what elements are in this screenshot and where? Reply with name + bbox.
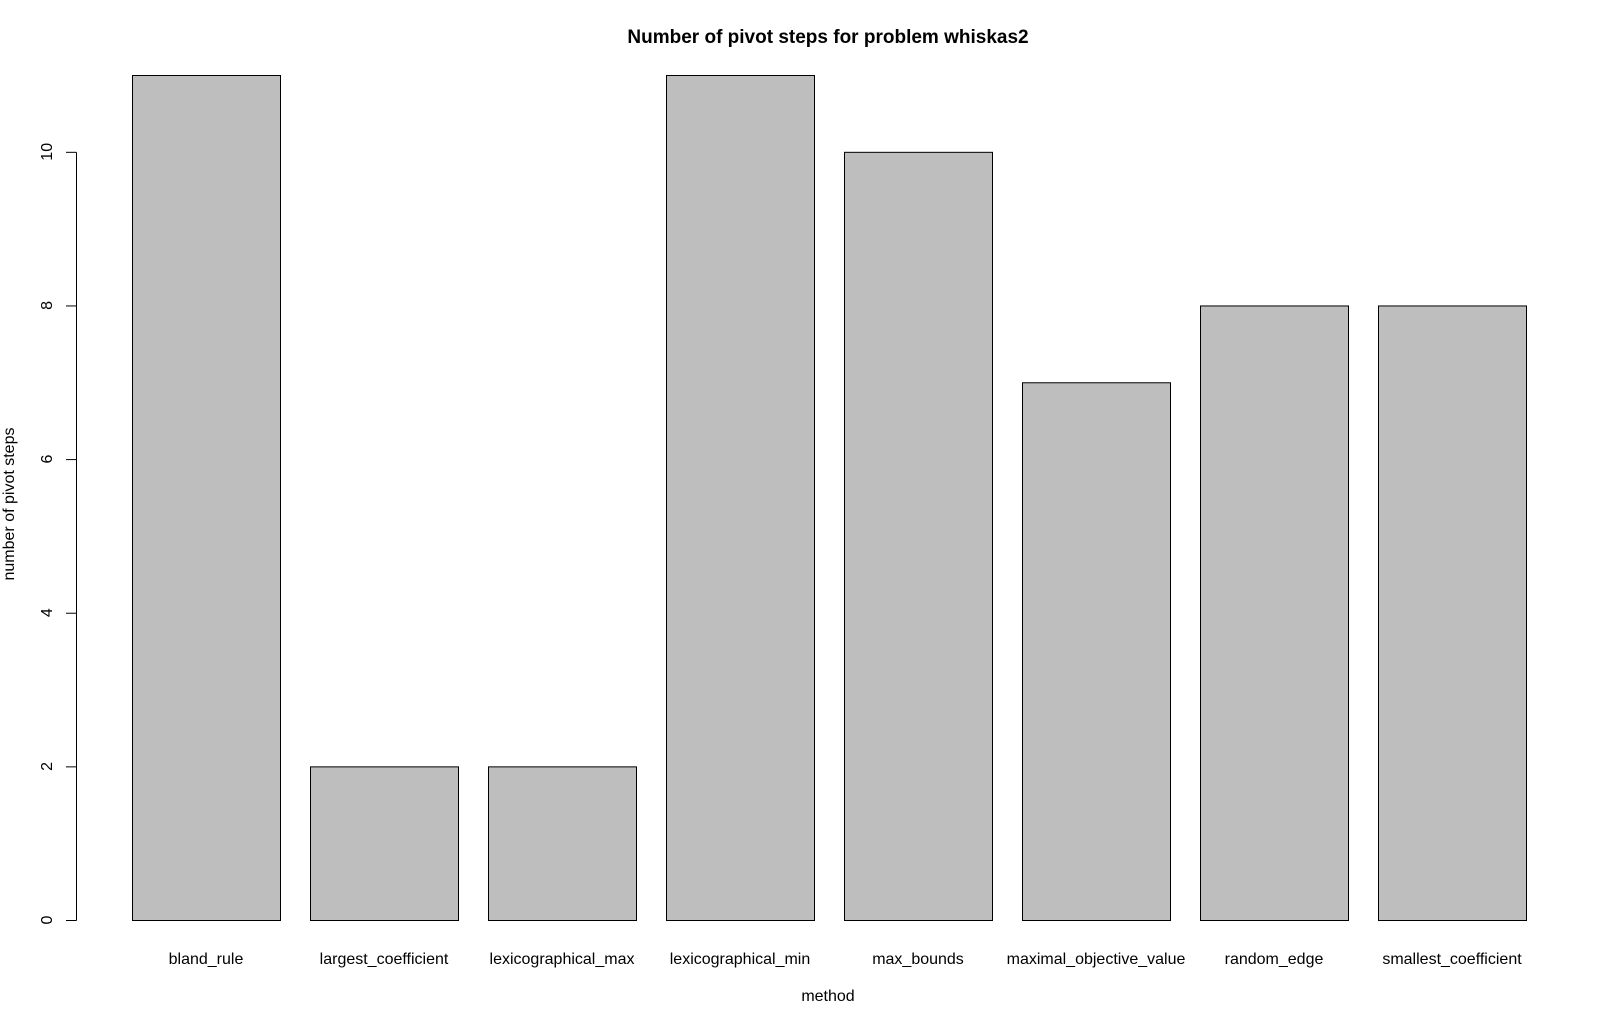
bar-random_edge (1200, 305, 1349, 922)
x-tick-label: maximal_objective_value (1007, 951, 1186, 968)
x-tick-label: max_bounds (872, 951, 964, 968)
bar-maximal_objective_value (1022, 382, 1171, 922)
bar-lexicographical_min (666, 75, 815, 921)
y-tick-label: 6 (39, 455, 56, 464)
x-axis-category-labels: bland_rule largest_coefficient lexicograph… (169, 951, 1523, 968)
bar-smallest_coefficient (1378, 305, 1527, 922)
y-tick-label: 2 (39, 762, 56, 771)
x-tick-label: random_edge (1225, 951, 1324, 968)
bar-lexicographical_max (488, 766, 637, 922)
y-axis-label: number of pivot steps (1, 428, 18, 581)
y-tick-label: 8 (39, 301, 56, 310)
bar-largest_coefficient (310, 766, 459, 922)
bar-max_bounds (844, 151, 993, 921)
y-tick-label: 10 (39, 143, 56, 161)
bars-group (132, 75, 1527, 922)
x-axis-label: method (801, 988, 854, 1005)
y-tick-label: 0 (39, 915, 56, 924)
x-tick-label: bland_rule (169, 951, 244, 968)
chart-title: Number of pivot steps for problem whiska… (627, 27, 1028, 48)
y-tick-label: 4 (39, 608, 56, 617)
x-tick-label: lexicographical_min (670, 951, 811, 968)
x-tick-label: lexicographical_max (490, 951, 635, 968)
y-axis: 0 2 4 6 8 10 (39, 143, 77, 924)
x-tick-label: smallest_coefficient (1382, 951, 1522, 968)
x-tick-label: largest_coefficient (320, 951, 449, 968)
bar-bland_rule (132, 75, 281, 921)
